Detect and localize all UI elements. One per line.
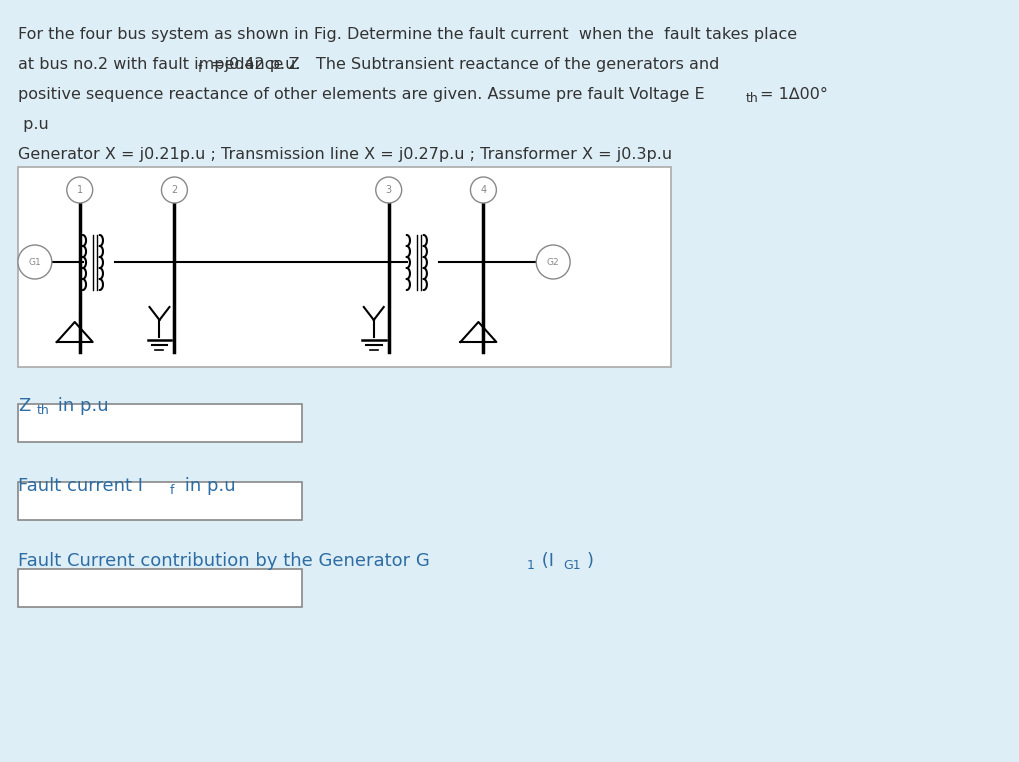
Text: at bus no.2 with fault impedance Z: at bus no.2 with fault impedance Z	[18, 57, 300, 72]
Text: in p.u: in p.u	[179, 477, 236, 495]
Text: th: th	[37, 404, 50, 417]
Text: 1: 1	[76, 185, 83, 195]
Text: =j0.42 p.u.   The Subtransient reactance of the generators and: =j0.42 p.u. The Subtransient reactance o…	[206, 57, 719, 72]
Text: (I: (I	[536, 552, 554, 570]
Text: Fault current I: Fault current I	[18, 477, 143, 495]
Text: 3: 3	[385, 185, 391, 195]
FancyBboxPatch shape	[18, 167, 671, 367]
Text: f: f	[198, 62, 202, 75]
Circle shape	[376, 177, 401, 203]
Circle shape	[536, 245, 570, 279]
Circle shape	[67, 177, 93, 203]
Text: Fault Current contribution by the Generator G: Fault Current contribution by the Genera…	[18, 552, 430, 570]
Text: Z: Z	[18, 397, 31, 415]
Text: th: th	[746, 92, 758, 105]
Text: 4: 4	[480, 185, 486, 195]
Text: p.u: p.u	[18, 117, 49, 132]
Text: For the four bus system as shown in Fig. Determine the fault current  when the  : For the four bus system as shown in Fig.…	[18, 27, 797, 42]
Text: f: f	[169, 484, 174, 497]
FancyBboxPatch shape	[18, 404, 302, 442]
Text: G2: G2	[547, 258, 559, 267]
Circle shape	[161, 177, 187, 203]
FancyBboxPatch shape	[18, 482, 302, 520]
Text: ): )	[586, 552, 593, 570]
Text: in p.u: in p.u	[52, 397, 108, 415]
Text: 1: 1	[526, 559, 534, 572]
Circle shape	[471, 177, 496, 203]
Circle shape	[18, 245, 52, 279]
FancyBboxPatch shape	[18, 569, 302, 607]
Text: Generator X = j0.21p.u ; Transmission line X = j0.27p.u ; Transformer X = j0.3p.: Generator X = j0.21p.u ; Transmission li…	[18, 147, 673, 162]
Text: G1: G1	[564, 559, 581, 572]
Text: 2: 2	[171, 185, 177, 195]
Text: = 1∆00°: = 1∆00°	[760, 87, 828, 102]
Text: G1: G1	[29, 258, 41, 267]
Text: positive sequence reactance of other elements are given. Assume pre fault Voltag: positive sequence reactance of other ele…	[18, 87, 704, 102]
